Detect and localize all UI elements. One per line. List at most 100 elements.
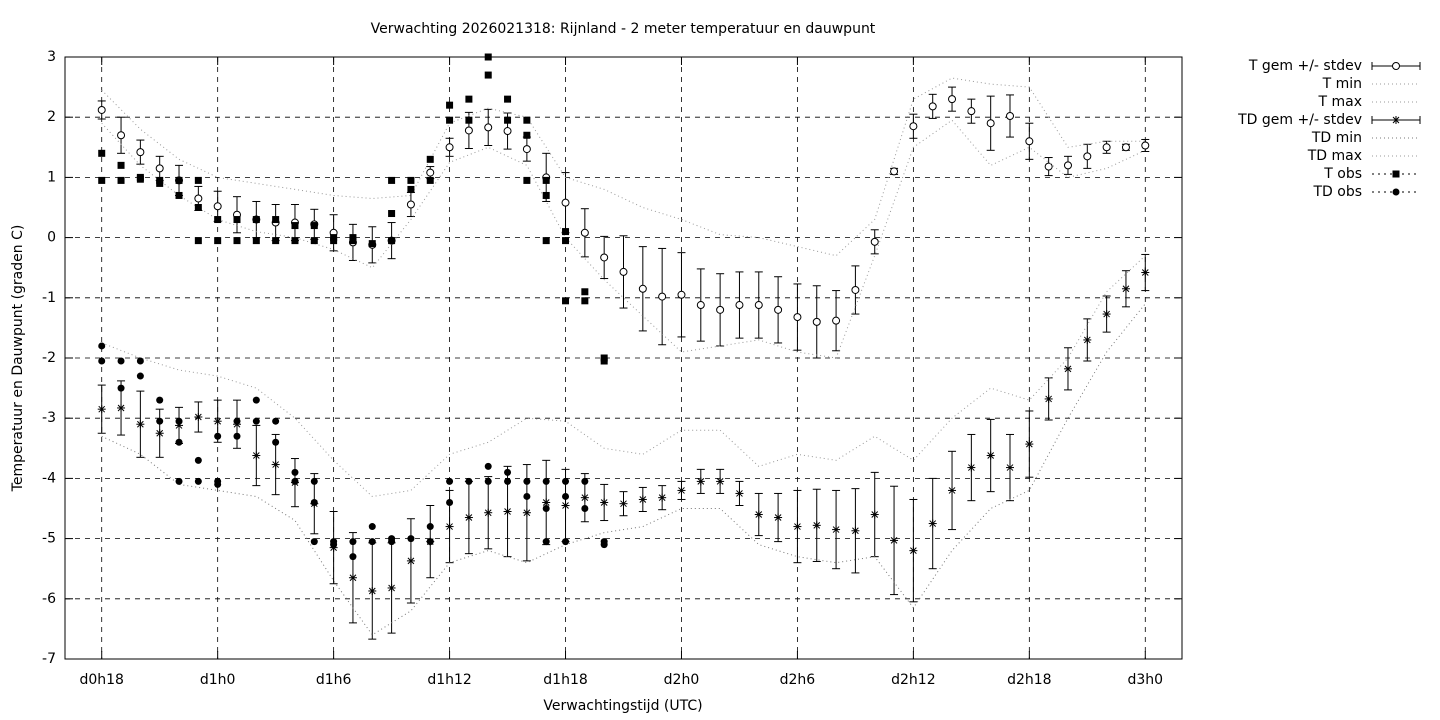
error-bar — [600, 235, 609, 280]
observation — [156, 417, 164, 425]
observation — [156, 179, 164, 187]
marker — [542, 538, 550, 546]
error-bar — [484, 108, 493, 146]
marker — [755, 511, 763, 518]
marker — [484, 53, 492, 61]
marker — [484, 71, 492, 79]
error-bar — [774, 492, 783, 543]
observation — [175, 417, 183, 425]
marker — [523, 131, 531, 139]
marker — [349, 538, 357, 546]
error-bar — [464, 480, 473, 555]
error-bar — [774, 276, 783, 344]
marker — [291, 468, 299, 476]
marker — [484, 462, 492, 470]
marker — [252, 417, 260, 425]
observation — [504, 468, 512, 476]
y-tick-label: -6 — [42, 591, 56, 607]
marker — [504, 95, 512, 103]
legend-label: T min — [1322, 76, 1362, 92]
marker — [388, 237, 396, 245]
marker — [542, 477, 550, 485]
error-bar — [117, 116, 126, 154]
observation — [562, 477, 570, 485]
marker — [890, 537, 898, 544]
marker — [368, 523, 376, 531]
observation — [388, 210, 396, 218]
error-bar — [735, 271, 744, 339]
observation — [310, 477, 318, 485]
observation — [194, 456, 202, 464]
marker — [600, 541, 608, 549]
marker — [581, 477, 589, 485]
marker — [696, 301, 705, 310]
error-bar — [194, 401, 203, 433]
error-bar — [1044, 157, 1053, 177]
plot-frame — [64, 56, 1183, 660]
error-bar — [928, 477, 937, 570]
y-tick-label: 0 — [47, 230, 56, 246]
marker — [1045, 395, 1053, 403]
error-bar — [484, 476, 493, 550]
marker — [175, 191, 183, 199]
marker — [1392, 62, 1400, 70]
observation — [446, 498, 454, 506]
marker — [890, 167, 899, 176]
observation — [407, 176, 415, 184]
observation — [446, 101, 454, 109]
marker — [852, 527, 859, 535]
marker — [1141, 141, 1150, 150]
marker — [1025, 137, 1034, 146]
error-bar — [890, 485, 899, 596]
marker — [754, 301, 763, 310]
marker — [542, 176, 550, 184]
observation — [175, 438, 183, 446]
marker — [794, 523, 801, 530]
marker — [310, 222, 318, 230]
marker — [465, 116, 473, 124]
x-tick-label: d3h0 — [1127, 672, 1163, 688]
marker — [291, 222, 299, 230]
error-bar — [754, 492, 763, 537]
marker — [793, 313, 802, 322]
error-bar — [812, 488, 821, 562]
marker — [1006, 464, 1014, 471]
observation — [310, 538, 318, 546]
marker — [136, 148, 145, 157]
marker — [736, 490, 743, 497]
error-bar — [97, 100, 106, 120]
observation — [252, 237, 260, 245]
marker — [639, 496, 647, 503]
error-bar — [252, 424, 261, 487]
marker — [716, 305, 725, 314]
legend-label: TD max — [1307, 148, 1362, 164]
observation — [484, 462, 492, 470]
marker — [581, 297, 589, 305]
marker — [446, 116, 454, 124]
error-bar — [406, 191, 415, 218]
marker — [388, 176, 396, 184]
observation — [388, 538, 396, 546]
error-bar — [793, 283, 802, 351]
marker — [562, 538, 570, 546]
marker — [272, 237, 280, 245]
observation — [233, 432, 241, 440]
error-bar — [542, 459, 551, 546]
error-bar — [1044, 377, 1053, 421]
marker — [194, 176, 202, 184]
error-bar — [948, 450, 957, 531]
legend-sample — [1371, 116, 1421, 124]
error-bar — [1102, 140, 1111, 154]
marker — [98, 342, 106, 350]
marker — [523, 176, 531, 184]
marker — [1122, 285, 1130, 293]
x-tick-label: d1h6 — [316, 672, 352, 688]
observation — [194, 237, 202, 245]
marker — [1064, 365, 1072, 373]
marker — [522, 145, 531, 154]
error-bar — [136, 139, 145, 165]
observation — [136, 372, 144, 380]
observation — [310, 498, 318, 506]
error-bar — [1141, 253, 1150, 292]
error-bar — [967, 433, 976, 502]
